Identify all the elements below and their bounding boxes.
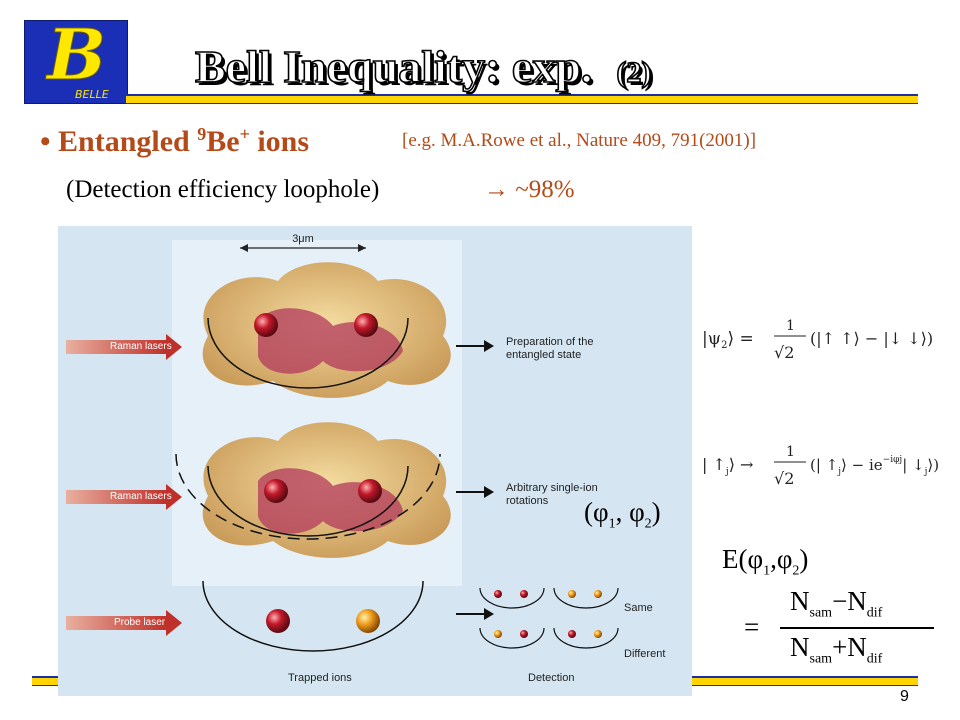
step-label-line: rotations xyxy=(506,495,549,507)
equals-sign: = xyxy=(744,612,760,642)
title-bar-upper xyxy=(126,94,918,104)
experiment-illustration: 3μm xyxy=(66,233,619,652)
svg-text:√2: √2 xyxy=(774,469,794,488)
ion-2b xyxy=(358,479,382,503)
bullet-text-after: ions xyxy=(249,125,310,158)
svg-text:| ↑j⟩ →: | ↑j⟩ → xyxy=(702,455,753,477)
E-sub-1: 1 xyxy=(763,563,771,579)
den-op: +N xyxy=(832,632,867,662)
different-label: Different xyxy=(624,648,666,660)
ion-2a xyxy=(264,479,288,503)
laser-arrow-3 xyxy=(66,610,182,636)
ion-1a xyxy=(254,313,278,337)
title-suffix: (2) xyxy=(616,55,653,90)
num-sub-sam: sam xyxy=(809,605,833,621)
svg-text:1: 1 xyxy=(786,444,795,460)
svg-text:√2: √2 xyxy=(774,343,794,362)
laser-arrow-1 xyxy=(66,334,182,360)
detection-efficiency-value: → ~98% xyxy=(484,176,575,203)
belle-logo: B BELLE xyxy=(24,13,128,104)
detection-loophole-label: (Detection efficiency loophole) xyxy=(66,176,380,203)
den-sub-sam: sam xyxy=(809,651,833,667)
fraction-denominator: Nsam+Ndif xyxy=(790,632,882,667)
step-arrow-1 xyxy=(456,340,494,352)
E-mid: ,φ xyxy=(770,544,793,574)
scale-arrow-right xyxy=(358,244,366,252)
correlation-E: E(φ1,φ2) xyxy=(722,544,808,579)
num-sub-dif: dif xyxy=(866,605,883,621)
fraction-numerator: Nsam−Ndif xyxy=(790,586,882,621)
step-arrow-2 xyxy=(456,486,494,498)
num-op: −N xyxy=(832,586,867,616)
phis-close: ) xyxy=(651,497,661,527)
title-main: Bell Inequality: exp. xyxy=(194,40,593,93)
scale-label: 3μm xyxy=(292,233,314,245)
reference-citation: [e.g. M.A.Rowe et al., Nature 409, 791(2… xyxy=(402,130,757,151)
ion-cloud-1 xyxy=(202,262,451,398)
E-sub-2: 2 xyxy=(792,563,800,579)
phi-parameters: (φ1, φ2) xyxy=(584,497,661,532)
step-label-line: Arbitrary single-ion xyxy=(506,482,598,494)
equation-psi-state: |ψ2⟩ = 1 √2 (|↑ ↑⟩ − |↓ ↓⟩) xyxy=(702,318,933,362)
trap-arc-2 xyxy=(207,465,409,537)
bullet-text-before: Entangled xyxy=(58,125,198,158)
step-label-preparation: Preparation of the entangled state xyxy=(506,336,593,362)
detection-ions xyxy=(494,590,602,638)
svg-text:(| ↑j⟩ − ie−iφj| ↓j⟩): (| ↑j⟩ − ie−iφj| ↓j⟩) xyxy=(810,455,939,477)
den-sub-dif: dif xyxy=(866,651,883,667)
page-number: 9 xyxy=(900,688,909,705)
E-close: ) xyxy=(799,544,809,574)
detection-outcomes xyxy=(479,587,619,649)
same-label: Same xyxy=(624,602,653,614)
laser-label-1: Raman lasers xyxy=(110,341,172,352)
bullet-entangled-ions: • Entangled 9Be+ ions xyxy=(40,124,309,159)
ion-3a xyxy=(266,609,290,633)
step-label-line: Preparation of the xyxy=(506,336,594,348)
svg-text:(|↑ ↑⟩ − |↓ ↓⟩): (|↑ ↑⟩ − |↓ ↓⟩) xyxy=(810,329,933,348)
svg-text:|ψ2⟩ =: |ψ2⟩ = xyxy=(702,329,754,351)
experiment-figure: 3μm xyxy=(58,226,692,696)
logo-letter: B xyxy=(46,13,107,97)
bullet-marker: • xyxy=(40,125,51,158)
laser-label-3: Probe laser xyxy=(114,617,166,628)
phis-sub-1: 1 xyxy=(608,516,616,532)
laser-label-2: Raman lasers xyxy=(110,491,172,502)
step-arrow-3 xyxy=(456,608,494,620)
detection-label: Detection xyxy=(528,672,575,684)
den-n: N xyxy=(790,632,810,662)
phis-sub-2: 2 xyxy=(644,516,652,532)
step-label-rotation: Arbitrary single-ion rotations xyxy=(506,482,598,508)
equation-rotation: | ↑j⟩ → 1 √2 (| ↑j⟩ − ie−iφj| ↓j⟩) xyxy=(702,444,939,488)
svg-text:1: 1 xyxy=(786,318,795,334)
ion-3b xyxy=(356,609,380,633)
page-title: Bell Inequality: exp. (2) xyxy=(194,40,653,93)
scale-arrow-left xyxy=(240,244,248,252)
step-label-line: entangled state xyxy=(506,349,582,361)
trapped-ions-label: Trapped ions xyxy=(288,672,352,684)
trap-arc-1 xyxy=(207,317,409,389)
laser-arrow-2 xyxy=(66,484,182,510)
num-n: N xyxy=(790,586,810,616)
ion-1b xyxy=(354,313,378,337)
fraction-line xyxy=(780,627,934,629)
mass-number: 9 xyxy=(197,124,207,144)
phis-mid: , φ xyxy=(615,497,645,527)
phis-open: (φ xyxy=(584,497,609,527)
logo-name: BELLE xyxy=(75,88,109,101)
element-symbol: Be xyxy=(206,125,240,158)
trap-arc-2-dashed xyxy=(175,453,441,540)
E-open: E(φ xyxy=(722,544,764,574)
ion-charge: + xyxy=(239,124,250,144)
trap-arc-3 xyxy=(202,580,424,652)
